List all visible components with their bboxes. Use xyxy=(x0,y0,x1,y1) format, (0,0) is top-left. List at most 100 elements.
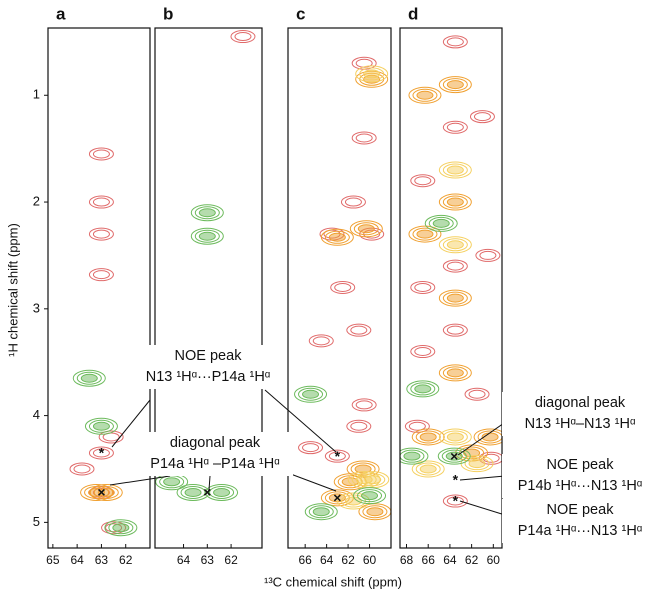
contour-ring xyxy=(479,250,497,260)
contour-ring xyxy=(442,494,468,508)
contour-ring xyxy=(88,195,114,209)
contour-ring xyxy=(464,387,490,401)
contour-ring xyxy=(411,460,445,478)
contour-ring xyxy=(304,503,338,521)
contour-peak xyxy=(408,225,442,243)
contour-ring xyxy=(93,485,119,499)
peak-marker: × xyxy=(450,448,458,464)
contour-ring xyxy=(350,325,368,335)
contour-ring xyxy=(98,430,124,444)
contour-ring xyxy=(438,161,472,179)
contour-peak xyxy=(88,227,114,241)
x-tick-label: 66 xyxy=(298,553,312,567)
contour-ring xyxy=(176,483,210,501)
annotation-text: P14b ¹Hᵅ···N13 ¹Hᵅ xyxy=(518,478,643,494)
contour-peak xyxy=(410,174,436,188)
contour-peak xyxy=(190,227,224,245)
contour-peak xyxy=(304,503,338,521)
annotation-bg xyxy=(130,345,286,389)
contour-ring xyxy=(72,369,106,387)
x-tick-label: 64 xyxy=(320,553,334,567)
contour-ring xyxy=(366,507,384,517)
contour-ring xyxy=(446,197,464,207)
contour-ring xyxy=(442,366,468,380)
contour-peak xyxy=(460,455,494,473)
contour-ring xyxy=(446,496,464,506)
contour-ring xyxy=(213,487,231,497)
x-tick-label: 66 xyxy=(422,553,436,567)
contour-ring xyxy=(351,398,377,412)
contour-ring xyxy=(302,389,320,399)
contour-peak xyxy=(356,471,390,489)
contour-ring xyxy=(442,430,468,444)
contour-ring xyxy=(198,208,216,218)
annotation-text: P14a ¹Hᵅ···N13 ¹Hᵅ xyxy=(518,523,643,539)
contour-ring xyxy=(355,133,373,143)
peak-marker: × xyxy=(203,484,211,500)
contour-peak xyxy=(324,449,350,463)
contour-ring xyxy=(330,280,356,294)
contour-peak xyxy=(89,483,123,501)
contour-peak xyxy=(437,447,471,465)
contour-peak xyxy=(411,428,445,446)
x-tick-label: 60 xyxy=(487,553,501,567)
x-tick-label: 64 xyxy=(70,553,84,567)
annotation-bg xyxy=(502,454,658,498)
contour-peak xyxy=(88,268,114,282)
contour-ring xyxy=(438,236,472,254)
contour-peak xyxy=(340,195,366,209)
contour-peak xyxy=(410,345,436,359)
contour-ring xyxy=(419,464,437,474)
x-tick-label: 68 xyxy=(400,553,414,567)
contour-peak xyxy=(410,280,436,294)
contour-peak xyxy=(351,131,377,145)
contour-ring xyxy=(400,449,425,463)
panel-frame xyxy=(47,27,151,549)
contour-ring xyxy=(473,428,502,446)
x-tick-label: 63 xyxy=(201,553,215,567)
contour-ring xyxy=(355,400,373,410)
annotation-title: NOE peak xyxy=(547,502,615,518)
contour-ring xyxy=(205,483,239,501)
contour-peak xyxy=(358,503,391,521)
contour-ring xyxy=(350,462,376,476)
contour-ring xyxy=(328,451,346,461)
contour-peak xyxy=(406,380,440,398)
contour-peak xyxy=(330,280,356,294)
contour-ring xyxy=(324,230,350,244)
contour-ring xyxy=(468,459,486,469)
contour-peak xyxy=(88,446,114,460)
contour-ring xyxy=(308,505,334,519)
contour-ring xyxy=(446,325,464,335)
contour-ring xyxy=(415,430,441,444)
contour-ring xyxy=(442,323,468,337)
contour-ring xyxy=(442,35,468,49)
contour-peak xyxy=(404,419,430,433)
contour-ring xyxy=(438,428,472,446)
contour-ring xyxy=(438,289,472,307)
contour-peak xyxy=(355,65,389,83)
contour-ring xyxy=(328,232,346,242)
panel-label: c xyxy=(296,4,305,23)
contour-ring xyxy=(446,293,464,303)
contour-ring xyxy=(442,259,468,273)
contour-ring xyxy=(88,419,114,433)
peak-marker: * xyxy=(453,471,459,487)
annotation-bg xyxy=(502,499,658,543)
annotation-title: NOE peak xyxy=(547,457,615,473)
contour-ring xyxy=(312,507,330,517)
contour-ring xyxy=(88,147,114,161)
contour-ring xyxy=(406,380,440,398)
peak-marker: × xyxy=(97,484,105,500)
contour-ring xyxy=(438,76,472,94)
contour-ring xyxy=(414,176,432,186)
contour-peak xyxy=(442,323,468,337)
contour-ring xyxy=(353,487,387,505)
contour-ring xyxy=(416,229,434,239)
contour-ring xyxy=(308,334,334,348)
annotation-title: diagonal peak xyxy=(170,435,261,451)
contour-ring xyxy=(446,122,464,132)
contour-peak xyxy=(69,462,95,476)
contour-ring xyxy=(346,323,372,337)
contour-ring xyxy=(410,174,436,188)
